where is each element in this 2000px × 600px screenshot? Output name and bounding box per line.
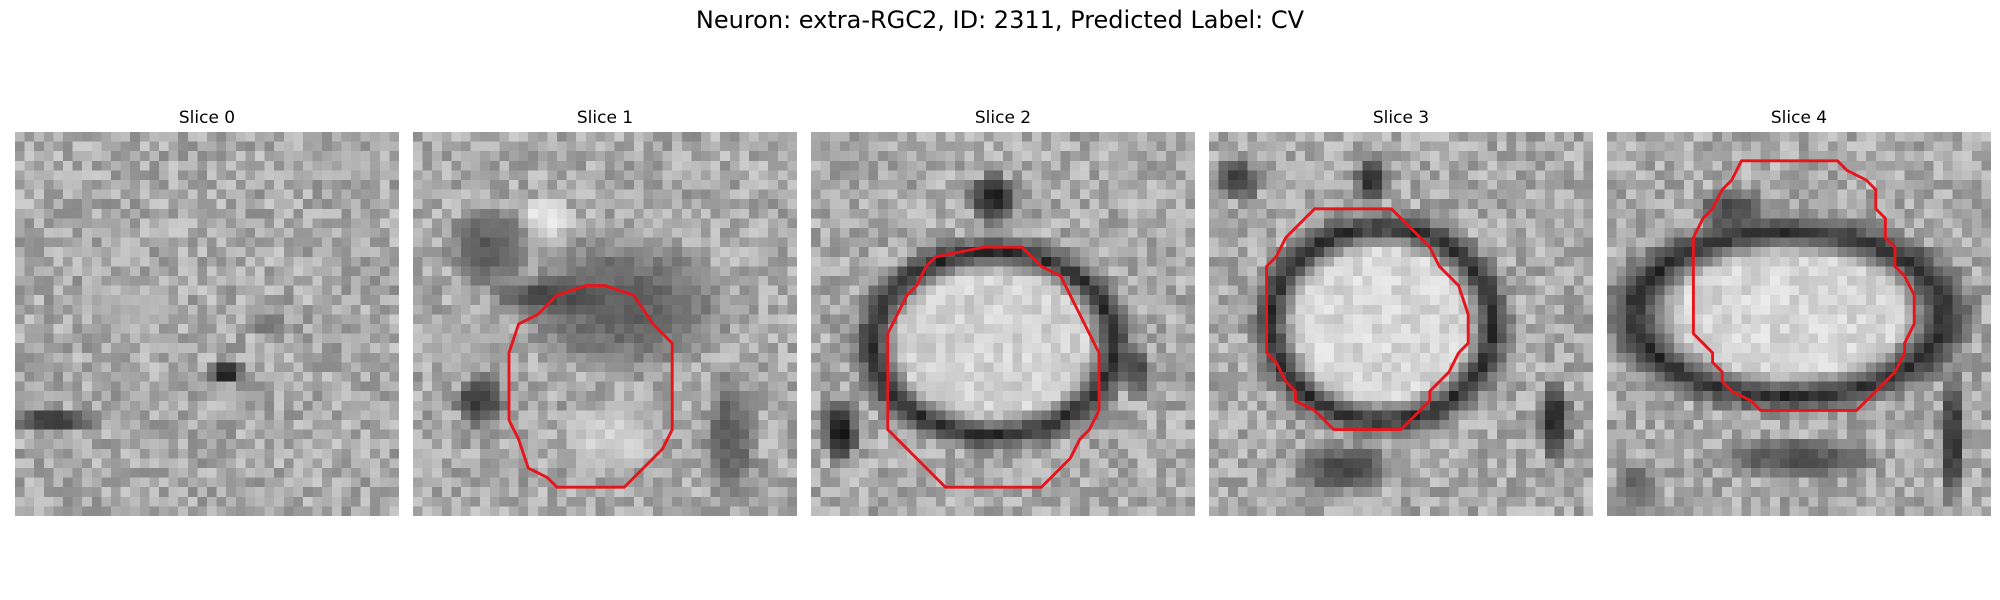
slice-image: [1607, 132, 1991, 516]
slice-image: [1209, 132, 1593, 516]
slice-image: [15, 132, 399, 516]
slice-title: Slice 3: [1372, 108, 1430, 128]
slice-panel-1: Slice 1: [413, 104, 797, 516]
slice-panel-4: Slice 4: [1607, 104, 1991, 516]
segmentation-contour: [507, 284, 674, 489]
slice-title: Slice 2: [974, 108, 1032, 128]
slice-title: Slice 0: [178, 108, 236, 128]
figure-title: Neuron: extra-RGC2, ID: 2311, Predicted …: [695, 6, 1305, 34]
segmentation-contour: [886, 245, 1101, 489]
slice-image: [413, 132, 797, 516]
slice-title: Slice 1: [576, 108, 634, 128]
segmentation-contour: [1691, 159, 1916, 412]
slice-panel-2: Slice 2: [811, 104, 1195, 516]
segmentation-contour: [1265, 207, 1470, 432]
slice-title: Slice 4: [1770, 108, 1828, 128]
slice-image: [811, 132, 1195, 516]
slice-panel-0: Slice 0: [15, 104, 399, 516]
slice-panel-3: Slice 3: [1209, 104, 1593, 516]
